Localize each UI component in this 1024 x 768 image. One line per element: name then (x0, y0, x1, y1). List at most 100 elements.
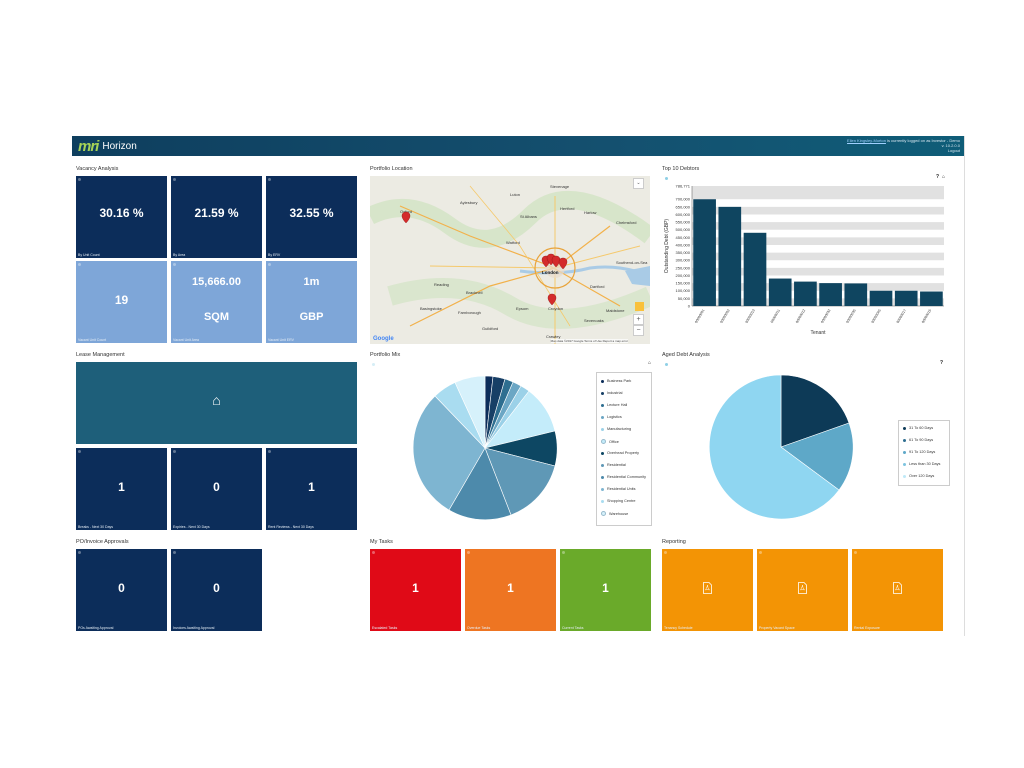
map-label-watford: Watford (506, 240, 520, 245)
property-vacant-space-report-tile[interactable]: Property Vacant Space (757, 549, 848, 631)
vacant-unit-area-tile[interactable]: 15,666.00 SQM Vacant Unit Area (171, 261, 262, 343)
map-canvas (370, 176, 650, 344)
tile-value: 1 (308, 480, 315, 494)
expiries-tile[interactable]: 0 Expiries - Next 30 Days (171, 448, 262, 530)
tile-caption: By ERV (268, 253, 281, 257)
tile-corner-icon (268, 263, 271, 266)
debtors-home-icon[interactable]: ⌂ (942, 174, 946, 180)
version-label: v. 10.2.0.0 (941, 143, 960, 148)
mri-horizon-logo[interactable]: mri Horizon (78, 138, 137, 155)
tile-caption: Overdue Tasks (467, 626, 491, 630)
bar (794, 281, 817, 306)
map-type-control[interactable]: ⌄ (633, 178, 644, 189)
reporting-title: Reporting (662, 539, 686, 545)
legend-swatch (601, 475, 604, 479)
legend-item[interactable]: Logistics (601, 415, 622, 419)
home-icon: ⌂ (212, 392, 221, 408)
vacancy-by-area-tile[interactable]: 21.59 % By Area (171, 176, 262, 258)
overdue-tasks-tile[interactable]: 1 Overdue Tasks (465, 549, 556, 631)
legend-label: Warehouse (609, 511, 629, 516)
tile-corner-icon (78, 263, 81, 266)
pos-awaiting-approval-tile[interactable]: 0 POs Awaiting Approval (76, 549, 167, 631)
debtors-widget-dot (665, 177, 668, 180)
map-label-st-albans: St Albans (520, 214, 537, 219)
tile-value: 1 (118, 480, 125, 494)
legend-item[interactable]: Shopping Centre (601, 499, 636, 503)
zoom-out-button[interactable]: − (633, 325, 644, 336)
invoices-awaiting-approval-tile[interactable]: 0 Invoices Awaiting Approval (171, 549, 262, 631)
vacant-unit-count-tile[interactable]: 19 Vacant Unit Count (76, 261, 167, 343)
tile-corner-icon (173, 450, 176, 453)
legend-label: Business Park (607, 379, 632, 383)
portfolio-map[interactable]: Oxford Luton Stevenage St Albans Hertfor… (370, 176, 650, 344)
y-tick-label: 200,000 (676, 273, 691, 278)
legend-swatch (601, 403, 604, 407)
legend-item[interactable]: Warehouse (601, 511, 628, 516)
lease-management-home-tile[interactable]: ⌂ (76, 362, 357, 444)
legend-item[interactable]: Office (601, 439, 619, 444)
tile-value: 1 (507, 581, 514, 595)
legend-item[interactable]: Lecture Hall (601, 403, 627, 407)
legend-swatch (601, 463, 604, 467)
rental-exposure-report-tile[interactable]: Rental Exposure (852, 549, 943, 631)
legend-label: Over 120 Days (909, 474, 935, 478)
tile-caption: By Area (173, 253, 186, 257)
breaks-tile[interactable]: 1 Breaks - Next 30 Days (76, 448, 167, 530)
tile-value: 30.16 % (99, 206, 144, 220)
legend-item[interactable]: Industrial (601, 391, 622, 395)
portfolio-mix-home-icon[interactable]: ⌂ (648, 360, 652, 366)
map-label-dartford: Dartford (590, 284, 605, 289)
tile-corner-icon (664, 551, 667, 554)
legend-item[interactable]: Residential Community (601, 475, 646, 479)
tile-value: 1m (303, 276, 320, 288)
grid-band (692, 298, 944, 306)
legend-item[interactable]: 91 To 120 Days (903, 450, 935, 454)
legend-item[interactable]: Overhead Property (601, 451, 639, 455)
tile-caption: Tenancy Schedule (664, 626, 693, 630)
tile-caption: By Unit Count (78, 253, 100, 257)
vacancy-by-erv-tile[interactable]: 32.55 % By ERV (266, 176, 357, 258)
legend-item[interactable]: Residential Units (601, 487, 636, 491)
aged-debt-title: Aged Debt Analysis (662, 352, 710, 358)
legend-item[interactable]: 31 To 60 Days (903, 426, 933, 430)
y-tick-label: 400,000 (676, 242, 691, 247)
legend-item[interactable]: Manufacturing (601, 427, 631, 431)
vacancy-by-unit-count-tile[interactable]: 30.16 % By Unit Count (76, 176, 167, 258)
debtors-help-icon[interactable]: ? (936, 174, 940, 180)
tile-value: 15,666.00 (192, 276, 241, 288)
tile-value: 0 (213, 480, 220, 494)
tile-caption: Vacant Unit Count (78, 338, 107, 342)
logout-link[interactable]: Logout (947, 148, 960, 153)
tenancy-schedule-report-tile[interactable]: Tenancy Schedule (662, 549, 753, 631)
x-tick-label: 00000013 (745, 308, 756, 324)
pie-slice-residential-community (448, 447, 512, 521)
map-title: Portfolio Location (370, 166, 413, 172)
legend-item[interactable]: Over 120 Days (903, 474, 934, 478)
current-tasks-tile[interactable]: 1 Current Tasks (560, 549, 651, 631)
legend-item[interactable]: Business Park (601, 379, 631, 383)
tile-corner-icon (173, 263, 176, 266)
y-tick-label: 300,000 (676, 258, 691, 263)
legend-item[interactable]: 61 To 90 Days (903, 438, 933, 442)
aged-debt-help-icon[interactable]: ? (940, 360, 944, 366)
vacant-unit-erv-tile[interactable]: 1m GBP Vacant Unit ERV (266, 261, 357, 343)
tile-unit: SQM (203, 311, 230, 323)
legend-item[interactable]: Residential (601, 463, 626, 467)
map-markers (401, 211, 568, 306)
rent-reviews-tile[interactable]: 1 Rent Reviews - Next 30 Days (266, 448, 357, 530)
tile-corner-icon (173, 551, 176, 554)
escalated-tasks-tile[interactable]: 1 Escalated Tasks (370, 549, 461, 631)
street-view-pegman-icon[interactable] (635, 302, 644, 311)
y-tick-label: 500,000 (676, 227, 691, 232)
legend-swatch (601, 379, 604, 383)
map-label-epsom: Epsom (516, 306, 529, 311)
zoom-in-button[interactable]: + (633, 314, 644, 325)
aged-debt-widget-dot (665, 363, 668, 366)
user-name-link[interactable]: Ellen Kingsley-Morton (847, 138, 886, 143)
legend-label: Less than 30 Days (909, 462, 941, 466)
map-label-reading: Reading (434, 282, 449, 287)
legend-swatch (601, 391, 604, 395)
legend-item[interactable]: Less than 30 Days (903, 462, 940, 466)
tile-caption: POs Awaiting Approval (78, 626, 114, 630)
debtors-title: Top 10 Debtors (662, 166, 700, 172)
